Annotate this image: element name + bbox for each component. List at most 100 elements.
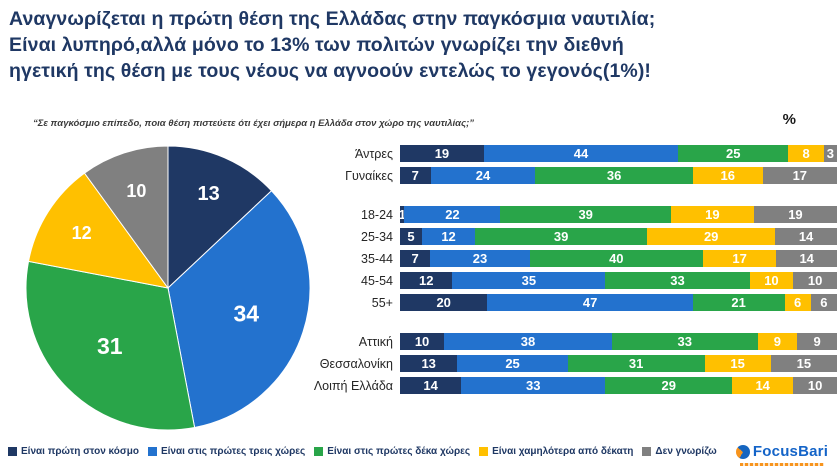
bar-segment: 19: [753, 206, 837, 223]
bar-segment-value: 1: [398, 207, 406, 222]
legend-label: Δεν γνωρίζω: [655, 446, 717, 457]
bar-segment: 10: [793, 377, 837, 394]
slide-title: Αναγνωρίζεται η πρώτη θέση της Ελλάδας σ…: [9, 8, 656, 83]
legend-swatch: [8, 447, 17, 456]
bar-segment: 38: [444, 333, 612, 350]
bar-row: Άντρες 19 44 25 8 3: [300, 145, 837, 162]
bar-track: 13 25 31 15 15: [400, 355, 837, 372]
legend-label: Είναι χαμηλότερα από δέκατη: [492, 446, 634, 457]
bar-row-label: Γυναίκες: [345, 168, 393, 183]
bar-segment-value: 6: [820, 295, 828, 310]
bar-segment: 39: [500, 206, 671, 223]
bar-segment-value: 13: [421, 356, 436, 371]
bar-track: 7 24 36 16 17: [400, 167, 837, 184]
bar-segment: 17: [762, 167, 837, 184]
pie-label: 31: [97, 333, 123, 359]
pie-slice: [27, 172, 170, 289]
bar-row: 35-44 7 23 40 17 14: [300, 250, 837, 267]
bar-segment-value: 7: [411, 251, 419, 266]
pie-slice: [167, 190, 311, 429]
bar-segment-value: 35: [521, 273, 537, 288]
bar-segment: 3: [823, 145, 837, 162]
legend-swatch: [314, 447, 324, 456]
bar-segment-value: 29: [703, 229, 719, 244]
bar-segment-value: 38: [520, 334, 536, 349]
bar-chart: Άντρες 19 44 25 8 3 Γυναίκες 7 24 36 16 17 18-24 1 22 3…: [300, 145, 837, 399]
bar-segment-value: 9: [773, 334, 781, 349]
bar-group: Άντρες 19 44 25 8 3 Γυναίκες 7 24 36 16 17: [300, 145, 837, 184]
focusbari-logo-text: FocusBari: [752, 443, 829, 460]
bar-segment-value: 20: [436, 295, 451, 310]
bar-segment: 21: [692, 294, 785, 311]
bar-segment: 7: [400, 167, 431, 184]
bar-row-label: 18-24: [361, 207, 393, 222]
bar-segment: 35: [452, 272, 606, 289]
bar-track: 19 44 25 8 3: [400, 145, 837, 162]
bar-segment-value: 33: [526, 378, 541, 393]
legend-swatch: [479, 447, 489, 456]
bar-segment: 8: [788, 145, 824, 162]
bar-track: 7 23 40 17 14: [400, 250, 837, 267]
bar-row-label: 35-44: [361, 251, 393, 266]
bar-row-label: Αττική: [358, 334, 393, 349]
bar-row: 25-34 5 12 39 29 14: [300, 228, 837, 245]
bar-row: Γυναίκες 7 24 36 16 17: [300, 167, 837, 184]
bar-segment: 33: [461, 377, 606, 394]
bar-segment-value: 33: [677, 334, 692, 349]
bar-segment: 22: [404, 206, 501, 223]
bar-segment: 13: [400, 355, 458, 372]
pie-label: 34: [234, 301, 260, 327]
pie-slice: [83, 145, 169, 290]
bar-segment: 7: [400, 250, 431, 267]
bar-group: Αττική 10 38 33 9 9 Θεσσαλονίκη 13 25 31 15 15 Λοιπή…: [300, 333, 837, 394]
bar-segment: 17: [702, 250, 777, 267]
bar-segment: 39: [475, 228, 648, 245]
legend-item: Είναι στις πρώτες δέκα χώρες: [314, 446, 470, 457]
bar-track: 14 33 29 14 10: [400, 377, 837, 394]
percent-axis-label: %: [782, 111, 796, 128]
bar-segment-value: 40: [609, 251, 624, 266]
bar-segment: 31: [567, 355, 705, 372]
bar-segment-value: 33: [670, 273, 685, 288]
bar-segment-value: 5: [407, 229, 415, 244]
bar-segment: 14: [400, 377, 462, 394]
bar-segment: 14: [732, 377, 794, 394]
bar-segment-value: 6: [794, 295, 802, 310]
bar-track: 1 22 39 19 19: [398, 206, 837, 223]
bar-segment-value: 36: [606, 168, 622, 183]
legend-label: Είναι στις πρώτες τρεις χώρες: [160, 446, 306, 457]
bar-row-label: 55+: [371, 295, 393, 310]
pie-slice: [25, 260, 196, 431]
bar-segment-value: 7: [411, 168, 419, 183]
bar-row-label: 45-54: [361, 273, 393, 288]
bar-segment-value: 25: [505, 356, 520, 371]
bar-segment-value: 22: [445, 207, 460, 222]
survey-question: “Σε παγκόσμιο επίπεδο, ποια θέση πιστεύε…: [33, 118, 475, 129]
bar-segment: 9: [797, 333, 837, 350]
bar-segment-value: 10: [807, 378, 823, 393]
legend-label: Είναι στις πρώτες δέκα χώρες: [327, 446, 471, 457]
focusbari-logo: FocusBari: [732, 443, 832, 466]
bar-segment: 33: [611, 333, 758, 350]
bar-segment: 29: [647, 228, 776, 245]
bar-segment-value: 24: [475, 168, 491, 183]
bar-segment: 19: [670, 206, 754, 223]
bar-segment-value: 15: [796, 356, 812, 371]
bar-segment-value: 14: [755, 378, 770, 393]
bar-segment-value: 17: [792, 168, 808, 183]
bar-segment: 19: [400, 145, 484, 162]
legend-item: Είναι στις πρώτες τρεις χώρες: [147, 446, 306, 457]
bar-segment-value: 39: [578, 207, 593, 222]
bar-row: 18-24 1 22 39 19 19: [300, 206, 837, 223]
bar-row: Λοιπή Ελλάδα 14 33 29 14 10: [300, 377, 837, 394]
bar-segment: 1: [398, 206, 406, 223]
bar-segment: 44: [483, 145, 679, 162]
focusbari-logo-row: FocusBari: [732, 443, 832, 460]
bar-segment-value: 19: [705, 207, 720, 222]
bar-row: Αττική 10 38 33 9 9: [300, 333, 837, 350]
focusbari-logo-tagline: [740, 463, 824, 466]
bar-segment: 14: [775, 228, 837, 245]
bar-segment: 15: [770, 355, 837, 372]
bar-segment-value: 14: [799, 251, 814, 266]
